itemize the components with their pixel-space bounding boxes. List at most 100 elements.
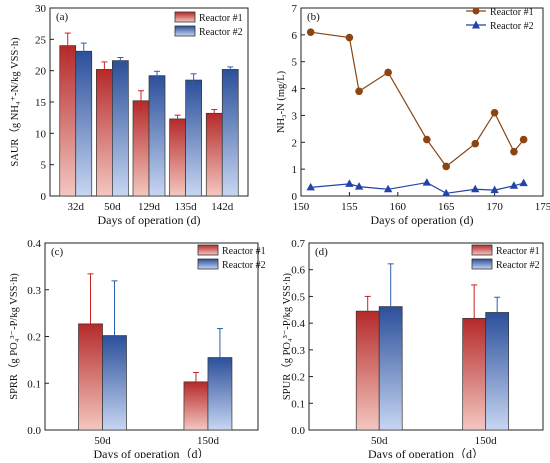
data-point-b bbox=[422, 178, 432, 186]
legend-swatch-a bbox=[174, 11, 196, 23]
x-tick-label-a: 129d bbox=[138, 201, 161, 213]
y-tick-label-d: 0.7 bbox=[291, 238, 305, 250]
series-line-b-s1 bbox=[310, 31, 525, 168]
x-tick-label-d: 50d bbox=[371, 435, 388, 447]
x-tick-label-b: 155 bbox=[341, 201, 358, 213]
x-tick-label-a: 142d bbox=[211, 201, 234, 213]
x-axis-label-a: Days of operation (d) bbox=[98, 213, 201, 227]
y-tick-label-c: 0.2 bbox=[27, 332, 41, 344]
y-tick-label-a: 5 bbox=[41, 160, 47, 172]
x-tick-label-a: 32d bbox=[67, 201, 84, 213]
panel-label-c: (c) bbox=[51, 246, 64, 258]
y-axis-label-c: SPRR（g PO₄³⁻-P/kg VSS·h) bbox=[8, 273, 20, 400]
legend-label-b: Reactor #2 bbox=[490, 21, 534, 32]
y-tick-label-b: 6 bbox=[292, 30, 298, 42]
data-point-b bbox=[490, 108, 499, 117]
bar-a-s1 bbox=[96, 69, 113, 197]
panel-label-d: (d) bbox=[315, 246, 328, 258]
x-tick-label-b: 150 bbox=[293, 201, 310, 213]
bar-a-s2 bbox=[75, 50, 93, 197]
data-point-b bbox=[354, 182, 364, 190]
data-point-b bbox=[306, 28, 315, 36]
bar-a-s1 bbox=[205, 112, 223, 197]
bar-a-s2 bbox=[112, 60, 129, 197]
y-tick-label-b: 1 bbox=[292, 164, 298, 176]
y-tick-label-c: 0.4 bbox=[27, 238, 41, 250]
plot-frame-b bbox=[300, 7, 544, 197]
data-point-b bbox=[442, 188, 451, 197]
x-tick-label-a: 135d bbox=[175, 201, 198, 213]
data-point-b bbox=[423, 135, 431, 144]
data-point-b bbox=[384, 68, 392, 77]
legend-label-b: Reactor #1 bbox=[490, 7, 534, 18]
y-tick-label-d: 0.3 bbox=[291, 345, 305, 357]
y-tick-label-c: 0.1 bbox=[27, 378, 41, 390]
legend-label-a: Reactor #1 bbox=[199, 13, 243, 24]
y-tick-label-b: 4 bbox=[292, 84, 298, 96]
data-point-b bbox=[490, 185, 499, 194]
bar-a-s1 bbox=[59, 45, 77, 197]
bar-c-s2 bbox=[102, 335, 127, 431]
x-tick-label-a: 50d bbox=[104, 201, 121, 213]
y-tick-label-d: 0.1 bbox=[291, 398, 305, 410]
legend-label-d: Reactor #1 bbox=[496, 246, 540, 257]
legend-swatch-d bbox=[471, 258, 493, 270]
panel-label-b: (b) bbox=[307, 11, 320, 23]
bar-a-s1 bbox=[169, 118, 186, 197]
y-tick-label-a: 0 bbox=[41, 191, 47, 203]
x-axis-label-d: Days of operation（d） bbox=[368, 447, 484, 458]
y-tick-label-d: 0.5 bbox=[291, 291, 305, 303]
legend-marker-b bbox=[472, 7, 480, 15]
data-point-b bbox=[510, 147, 518, 156]
y-tick-label-c: 0.0 bbox=[27, 425, 41, 437]
x-tick-label-b: 175 bbox=[535, 201, 550, 213]
bar-a-s2 bbox=[221, 69, 239, 197]
legend-marker-b bbox=[472, 20, 480, 29]
data-point-b bbox=[306, 182, 315, 191]
data-point-b bbox=[519, 178, 528, 187]
data-point-b bbox=[471, 184, 480, 193]
data-point-b bbox=[383, 184, 393, 193]
y-tick-label-a: 20 bbox=[35, 66, 47, 78]
y-axis-label-a: SAUR（g NH₄⁺-N/kg VSS·h) bbox=[9, 37, 21, 167]
y-tick-label-b: 5 bbox=[292, 57, 298, 69]
data-point-b bbox=[471, 139, 480, 148]
bar-c-s1 bbox=[78, 323, 103, 431]
data-point-b bbox=[355, 87, 363, 96]
bar-d-s1 bbox=[462, 317, 487, 431]
bar-d-s1 bbox=[355, 310, 380, 431]
bar-c-s2 bbox=[207, 357, 233, 431]
x-tick-label-c: 150d bbox=[197, 435, 220, 447]
bar-d-s2 bbox=[485, 312, 510, 431]
y-tick-label-b: 2 bbox=[292, 137, 298, 149]
legend-swatch-c bbox=[197, 258, 219, 270]
legend-label-c: Reactor #1 bbox=[222, 246, 266, 257]
y-tick-label-b: 7 bbox=[292, 3, 298, 15]
bar-a-s1 bbox=[132, 100, 150, 197]
data-point-b bbox=[345, 33, 354, 42]
x-axis-label-b: Days of operation (d) bbox=[371, 213, 474, 227]
y-axis-label-b: NH₃-N (mg/L) bbox=[276, 70, 287, 133]
x-tick-label-d: 150d bbox=[475, 435, 498, 447]
bar-a-s2 bbox=[148, 75, 166, 197]
y-tick-label-b: 3 bbox=[292, 110, 298, 122]
legend-label-a: Reactor #2 bbox=[199, 27, 243, 38]
y-tick-label-d: 0.0 bbox=[291, 425, 305, 437]
y-tick-label-a: 15 bbox=[35, 97, 47, 109]
panel-label-a: (a) bbox=[56, 11, 69, 23]
data-point-b bbox=[442, 162, 451, 171]
y-axis-label-d: SPUR（g PO₄³⁻-P/kg VSS·h) bbox=[281, 272, 293, 400]
legend-label-c: Reactor #2 bbox=[222, 260, 266, 271]
y-tick-label-d: 0.6 bbox=[291, 265, 305, 277]
legend-swatch-a bbox=[174, 25, 196, 37]
y-tick-label-a: 10 bbox=[35, 128, 47, 140]
x-tick-label-c: 50d bbox=[94, 435, 111, 447]
series-line-b-s2 bbox=[310, 181, 524, 194]
data-point-b bbox=[345, 179, 354, 187]
bar-a-s2 bbox=[185, 79, 202, 197]
data-point-b bbox=[519, 135, 528, 144]
x-tick-label-b: 170 bbox=[486, 201, 503, 213]
legend-label-d: Reactor #2 bbox=[496, 260, 540, 271]
